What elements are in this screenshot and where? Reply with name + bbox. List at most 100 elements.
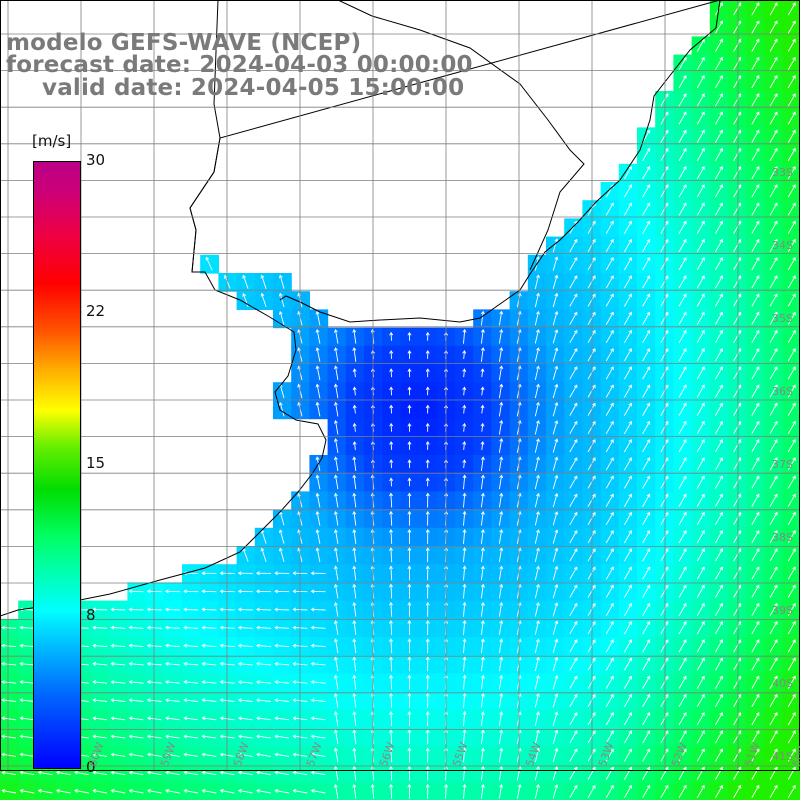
wind-arrow-head xyxy=(165,589,169,594)
wind-arrow-head xyxy=(755,621,760,625)
wind-arrow-head xyxy=(628,420,632,425)
wind-arrow-head xyxy=(792,111,796,116)
wind-arrow xyxy=(569,748,578,762)
wind-arrow xyxy=(660,184,669,198)
wind-arrow-head xyxy=(701,402,705,407)
wind-arrow xyxy=(569,384,578,398)
wind-arrow-head xyxy=(407,404,412,409)
wind-arrow-head xyxy=(646,348,651,352)
wind-arrow-head xyxy=(480,601,485,606)
wind-arrow-head xyxy=(774,748,778,753)
wind-arrow-head xyxy=(536,656,540,661)
wind-arrow-head xyxy=(774,657,778,662)
wind-arrow-head xyxy=(310,625,315,630)
wind-arrow xyxy=(220,753,235,757)
wind-arrow-head xyxy=(352,547,357,552)
wind-arrow xyxy=(184,771,199,776)
wind-arrow xyxy=(715,639,723,653)
wind-arrow xyxy=(335,602,339,617)
wind-arrow xyxy=(569,275,578,289)
wind-arrow-head xyxy=(554,583,559,588)
wind-arrow-head xyxy=(774,238,778,243)
wind-arrow xyxy=(390,657,393,672)
wind-arrow xyxy=(498,730,503,745)
wind-arrow-head xyxy=(792,530,796,534)
wind-arrow-head xyxy=(407,601,412,606)
wind-arrow-head xyxy=(1,788,6,793)
wind-arrow-head xyxy=(74,788,78,793)
wind-arrow xyxy=(498,493,503,508)
wind-arrow xyxy=(787,366,796,380)
wind-arrow-head xyxy=(462,601,467,606)
wind-arrow-head xyxy=(701,275,705,280)
wind-arrow xyxy=(678,312,687,325)
wind-arrow xyxy=(279,293,285,308)
wind-arrow xyxy=(696,75,705,89)
wind-arrow xyxy=(715,57,723,71)
wind-arrow-head xyxy=(407,477,412,482)
wind-arrow-head xyxy=(683,675,687,680)
wind-arrow-head xyxy=(592,584,596,589)
wind-arrow-head xyxy=(1,698,5,703)
wind-arrow xyxy=(316,548,321,563)
wind-arrow-head xyxy=(701,420,705,425)
wind-arrow-head xyxy=(499,601,504,606)
wind-arrow xyxy=(587,403,596,416)
wind-arrow xyxy=(751,694,760,708)
wind-arrow-head xyxy=(333,365,338,370)
wind-arrow xyxy=(587,712,596,726)
wind-arrow-head xyxy=(536,401,540,406)
wind-arrow-head xyxy=(128,680,133,685)
wind-arrow-head xyxy=(610,566,614,571)
wind-arrow-head xyxy=(146,625,151,630)
wind-arrow-head xyxy=(237,589,242,594)
wind-arrow-head xyxy=(592,530,596,534)
wind-arrow xyxy=(335,584,339,599)
wind-arrow xyxy=(569,312,578,325)
wind-arrow-head xyxy=(701,38,705,43)
wind-arrow-head xyxy=(407,350,412,354)
wind-arrow xyxy=(569,657,578,671)
wind-arrow xyxy=(569,548,578,562)
wind-arrow-head xyxy=(719,293,723,298)
wind-arrow-head xyxy=(274,661,279,666)
wind-arrow-head xyxy=(646,384,651,389)
wind-arrow xyxy=(624,184,632,198)
wind-arrow-head xyxy=(237,752,242,757)
wind-arrow-head xyxy=(573,675,578,680)
wind-arrow-head xyxy=(646,621,651,625)
wind-arrow xyxy=(769,475,778,489)
wind-arrow xyxy=(769,2,778,16)
wind-arrow xyxy=(733,621,741,635)
wind-arrow-head xyxy=(592,257,596,261)
wind-arrow-head xyxy=(554,474,559,479)
wind-arrow-head xyxy=(274,770,279,775)
wind-arrow-head xyxy=(315,529,320,533)
wind-arrow-head xyxy=(683,311,687,316)
wind-arrow xyxy=(202,627,217,629)
wind-arrow-head xyxy=(407,583,412,588)
wind-arrow xyxy=(769,39,778,52)
wind-arrow xyxy=(463,405,465,414)
wind-arrow xyxy=(316,311,321,326)
wind-arrow-head xyxy=(389,692,393,697)
wind-arrow-head xyxy=(646,257,651,261)
wind-arrow-head xyxy=(274,734,279,739)
wind-arrow xyxy=(678,566,687,580)
wind-arrow-head xyxy=(719,420,723,425)
wind-arrow xyxy=(498,675,503,690)
wind-arrow xyxy=(202,771,217,776)
wind-arrow xyxy=(751,639,760,653)
wind-arrow xyxy=(20,789,35,794)
wind-arrow-head xyxy=(664,530,669,534)
wind-arrow-head xyxy=(554,711,559,716)
wind-arrow xyxy=(184,717,199,721)
wind-arrow-head xyxy=(628,657,632,662)
wind-arrow xyxy=(242,548,249,562)
wind-arrow-head xyxy=(389,477,394,482)
wind-arrow xyxy=(552,366,558,380)
wind-arrow-head xyxy=(462,711,467,715)
wind-arrow xyxy=(480,748,484,763)
wind-arrow xyxy=(463,693,466,708)
wind-arrow xyxy=(390,620,393,635)
